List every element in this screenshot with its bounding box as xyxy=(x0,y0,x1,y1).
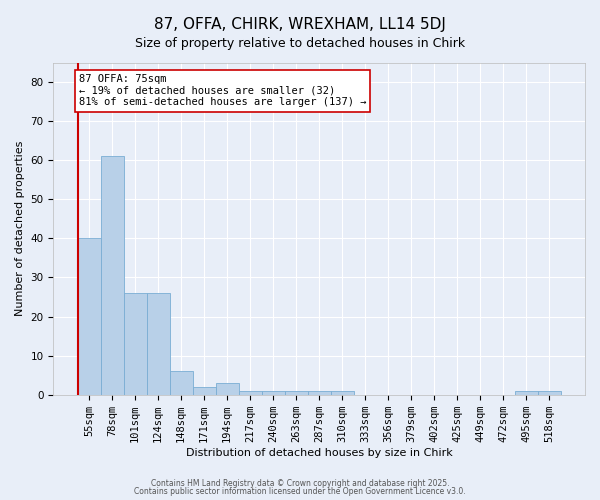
Bar xyxy=(215,383,239,394)
Y-axis label: Number of detached properties: Number of detached properties xyxy=(15,141,25,316)
Text: 87 OFFA: 75sqm
← 19% of detached houses are smaller (32)
81% of semi-detached ho: 87 OFFA: 75sqm ← 19% of detached houses … xyxy=(79,74,366,108)
Text: Contains public sector information licensed under the Open Government Licence v3: Contains public sector information licen… xyxy=(134,487,466,496)
Bar xyxy=(77,238,101,394)
Text: Size of property relative to detached houses in Chirk: Size of property relative to detached ho… xyxy=(135,38,465,51)
Bar xyxy=(284,391,308,394)
Bar xyxy=(308,391,331,394)
Bar xyxy=(170,372,193,394)
Bar xyxy=(538,391,561,394)
Bar xyxy=(193,387,215,394)
Bar xyxy=(262,391,284,394)
Bar xyxy=(124,293,146,394)
Text: 87, OFFA, CHIRK, WREXHAM, LL14 5DJ: 87, OFFA, CHIRK, WREXHAM, LL14 5DJ xyxy=(154,18,446,32)
Bar xyxy=(515,391,538,394)
X-axis label: Distribution of detached houses by size in Chirk: Distribution of detached houses by size … xyxy=(186,448,452,458)
Text: Contains HM Land Registry data © Crown copyright and database right 2025.: Contains HM Land Registry data © Crown c… xyxy=(151,478,449,488)
Bar xyxy=(239,391,262,394)
Bar xyxy=(101,156,124,394)
Bar xyxy=(146,293,170,394)
Bar xyxy=(331,391,354,394)
